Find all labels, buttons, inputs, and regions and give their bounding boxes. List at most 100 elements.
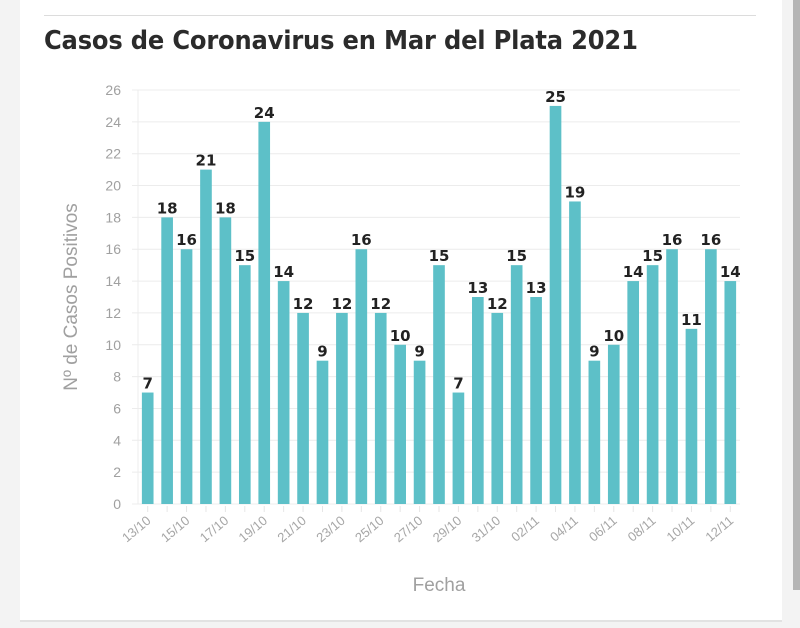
bar	[646, 265, 659, 504]
data-label: 10	[390, 327, 411, 345]
bar	[452, 392, 465, 504]
data-label: 15	[642, 247, 663, 265]
bar	[627, 281, 640, 504]
data-label: 9	[414, 343, 424, 361]
bar	[472, 297, 484, 504]
y-tick-label: 2	[113, 464, 121, 480]
y-tick-label: 16	[105, 241, 121, 257]
bar	[433, 265, 445, 504]
data-label: 16	[351, 231, 372, 249]
bar	[705, 249, 717, 504]
data-label: 25	[545, 88, 566, 106]
data-label: 14	[720, 263, 741, 281]
bar	[297, 312, 309, 504]
data-label: 21	[196, 152, 217, 170]
x-tick-label: 08/11	[625, 513, 659, 545]
bar	[200, 169, 212, 504]
data-label: 10	[603, 327, 624, 345]
x-axis-title: Fecha	[413, 575, 466, 596]
data-label: 18	[157, 199, 178, 217]
y-tick-label: 14	[105, 273, 121, 289]
y-tick-label: 0	[113, 496, 121, 512]
data-label: 14	[273, 263, 294, 281]
bar	[530, 297, 542, 504]
bar	[238, 265, 251, 504]
bar	[510, 265, 523, 504]
bar	[413, 360, 426, 504]
bar	[258, 121, 271, 504]
data-label: 15	[234, 247, 255, 265]
bar	[141, 392, 154, 504]
data-label: 7	[142, 375, 152, 393]
x-tick-label: 02/11	[508, 513, 542, 545]
x-tick-label: 15/10	[158, 513, 193, 545]
x-tick-label: 31/10	[469, 513, 504, 545]
data-label: 16	[662, 231, 683, 249]
data-labels: 7181621181524141291216121091571312151325…	[142, 88, 740, 393]
data-label: 12	[487, 295, 508, 313]
bar	[666, 249, 678, 504]
data-label: 11	[681, 311, 702, 329]
x-tick-label: 29/10	[430, 513, 465, 545]
bar	[394, 344, 406, 504]
data-label: 7	[453, 375, 463, 393]
data-label: 15	[506, 247, 527, 265]
scrollbar[interactable]	[793, 0, 800, 590]
data-label: 18	[215, 199, 236, 217]
data-label: 9	[589, 343, 599, 361]
x-tick-label: 27/10	[391, 513, 426, 545]
x-tick-label: 10/11	[664, 513, 698, 545]
data-label: 12	[293, 295, 314, 313]
bar	[316, 360, 329, 504]
x-tick-label: 17/10	[197, 513, 232, 545]
x-tick-label: 23/10	[313, 513, 348, 545]
y-tick-label: 8	[113, 369, 121, 385]
bar	[219, 217, 232, 504]
data-label: 19	[564, 183, 585, 201]
chart-title: Casos de Coronavirus en Mar del Plata 20…	[44, 26, 638, 56]
y-axis-title: Nº de Casos Positivos	[61, 203, 82, 391]
y-tick-label: 22	[105, 146, 121, 162]
x-tick-label: 13/10	[119, 513, 154, 545]
data-label: 9	[317, 343, 327, 361]
x-tick-label: 04/11	[547, 513, 581, 545]
y-tick-label: 12	[105, 305, 121, 321]
y-tick-label: 26	[105, 82, 121, 98]
y-tick-label: 6	[113, 400, 121, 416]
bar	[374, 312, 387, 504]
data-label: 13	[526, 279, 547, 297]
bar	[355, 249, 368, 504]
data-label: 16	[700, 231, 721, 249]
bar	[491, 312, 504, 504]
y-tick-label: 4	[113, 432, 121, 448]
y-tick-label: 24	[105, 114, 121, 130]
x-tick-label: 06/11	[586, 513, 620, 545]
top-divider	[44, 15, 756, 16]
x-tick-label: 25/10	[352, 513, 387, 545]
data-label: 12	[370, 295, 391, 313]
y-tick-label: 18	[105, 209, 121, 225]
data-label: 14	[623, 263, 644, 281]
bar	[161, 217, 173, 504]
x-axis-ticks: 13/10 15/10 17/10 19/10 21/10 23/10 25/10 27/10…	[119, 506, 736, 545]
data-label: 16	[176, 231, 197, 249]
data-label: 12	[331, 295, 352, 313]
bar	[180, 249, 193, 504]
bar	[549, 105, 562, 504]
y-tick-label: 20	[105, 178, 121, 194]
data-label: 24	[254, 104, 275, 122]
y-tick-label: 10	[105, 337, 121, 353]
data-label: 13	[467, 279, 488, 297]
x-tick-label: 19/10	[236, 513, 271, 545]
bar	[588, 360, 601, 504]
x-tick-label: 12/11	[702, 513, 736, 545]
bar	[685, 328, 698, 504]
bar	[607, 344, 620, 504]
x-tick-label: 21/10	[274, 513, 309, 545]
bar	[336, 312, 348, 504]
bars	[141, 105, 737, 504]
bar	[569, 201, 581, 504]
data-label: 15	[429, 247, 450, 265]
